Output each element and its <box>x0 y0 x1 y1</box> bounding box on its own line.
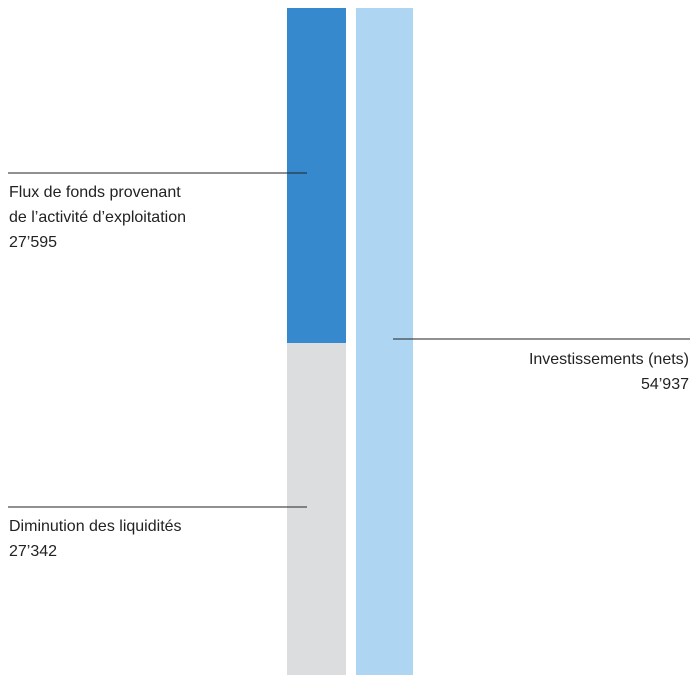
bar-operating-cash-flow <box>287 8 346 344</box>
bar-investments <box>356 8 413 675</box>
label-cash-decrease: Diminution des liquidités <box>9 518 182 535</box>
value-cash-decrease: 27’342 <box>9 543 57 560</box>
label-operating-line2: de l’activité d’exploitation <box>9 209 186 226</box>
bar-cash-decrease <box>287 343 346 675</box>
value-investments: 54’937 <box>641 376 689 393</box>
label-operating-line1: Flux de fonds provenant <box>9 184 181 201</box>
value-operating: 27’595 <box>9 234 57 251</box>
label-investments: Investissements (nets) <box>529 351 689 368</box>
